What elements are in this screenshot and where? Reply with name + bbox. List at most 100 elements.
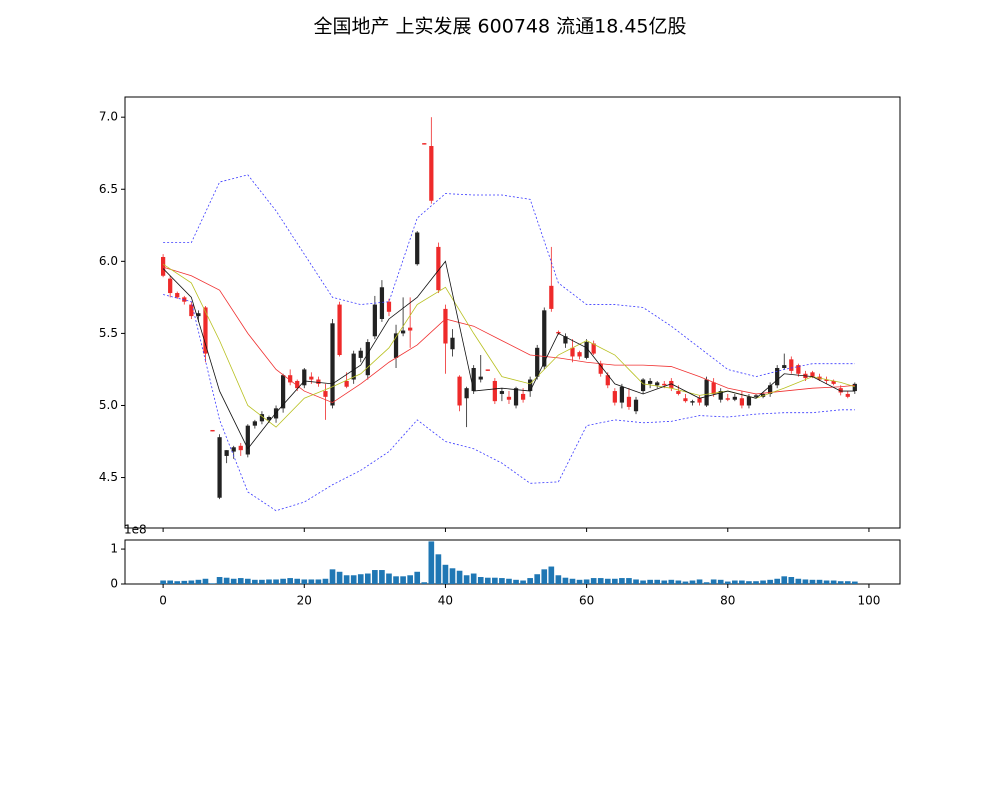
candle-body	[259, 414, 265, 422]
volume-bar	[753, 581, 759, 584]
candle-body	[210, 429, 215, 432]
volume-bar	[569, 578, 576, 584]
volume-bar	[647, 579, 653, 584]
candle-body	[231, 447, 236, 452]
volume-bar	[336, 571, 343, 584]
candle-body	[838, 388, 843, 393]
candle-body	[224, 450, 229, 456]
volume-bar	[463, 575, 470, 584]
candle-body	[372, 304, 377, 337]
volume-bar	[527, 578, 533, 584]
x-tick-label: 40	[438, 594, 453, 608]
candle-body	[824, 379, 829, 381]
candle-body	[429, 146, 434, 201]
volume-bar	[364, 573, 371, 584]
candle-body	[563, 336, 568, 344]
volume-bar	[167, 580, 173, 584]
volume-bar	[633, 579, 639, 584]
candle-body	[506, 396, 512, 400]
volume-offset-label: 1e8	[124, 523, 147, 537]
candle-body	[457, 376, 462, 406]
candle-body	[330, 323, 335, 406]
volume-bar	[393, 576, 399, 584]
candle-body	[280, 375, 286, 409]
candle-body	[252, 421, 257, 426]
volume-bar	[202, 578, 209, 584]
candle-body	[584, 342, 589, 358]
candle-body	[309, 376, 314, 380]
candle-body	[662, 383, 667, 386]
candle-body	[386, 301, 392, 312]
volume-bar	[717, 579, 724, 584]
candle-body	[648, 380, 653, 384]
candle-body	[443, 308, 448, 344]
volume-bar	[520, 580, 526, 584]
volume-bar	[470, 573, 477, 584]
y-tick-label: 4.5	[99, 470, 118, 484]
volume-bar	[823, 580, 830, 584]
candle-body	[189, 304, 194, 317]
candle-body	[718, 391, 723, 400]
volume-bar	[209, 583, 216, 584]
x-tick-label: 100	[857, 594, 880, 608]
volume-bar	[746, 581, 752, 584]
candle-body	[852, 383, 857, 392]
candle-body	[471, 367, 476, 392]
candle-body	[323, 391, 328, 397]
volume-bar	[774, 578, 781, 584]
volume-y-tick-label: 1	[110, 542, 118, 556]
volume-bar	[661, 580, 668, 584]
main-frame	[124, 96, 901, 529]
volume-bar	[230, 578, 237, 584]
volume-bar	[597, 578, 604, 584]
candle-body	[676, 391, 681, 394]
candle-body	[450, 337, 455, 350]
candle-body	[302, 369, 307, 386]
volume-bar	[640, 580, 646, 584]
candle-body	[549, 285, 554, 309]
candle-body	[746, 396, 752, 406]
candle-body	[768, 385, 773, 394]
candle-body	[831, 380, 836, 384]
volume-bar	[837, 581, 844, 584]
volume-bar	[223, 577, 230, 584]
candle-body	[217, 437, 222, 498]
volume-bar	[308, 579, 315, 584]
y-tick-label: 5.0	[99, 398, 118, 412]
candle-body	[669, 380, 674, 389]
volume-bar	[174, 581, 181, 584]
volume-bar	[350, 575, 357, 584]
volume-bar	[195, 579, 202, 584]
candle-body	[535, 347, 540, 377]
candle-body	[782, 365, 787, 368]
volume-bar	[449, 568, 456, 584]
volume-bar	[266, 579, 272, 584]
candle-body	[492, 380, 497, 402]
candle-body	[711, 382, 716, 394]
volume-bar	[830, 580, 837, 584]
candle-body	[605, 375, 610, 386]
candle-body	[436, 246, 441, 291]
candle-body	[238, 445, 243, 451]
volume-bar	[237, 578, 244, 584]
candle-body	[203, 307, 208, 354]
candle-body	[295, 380, 300, 389]
candle-body	[775, 367, 780, 386]
candle-body	[542, 310, 547, 367]
volume-bar	[583, 579, 590, 584]
volume-bar	[541, 569, 548, 584]
volume-bar	[534, 574, 541, 584]
volume-bar	[788, 577, 795, 584]
volume-bar	[329, 569, 336, 584]
volume-bar	[852, 581, 858, 584]
volume-bar	[604, 578, 611, 584]
volume-bar	[626, 578, 632, 584]
volume-bar	[555, 575, 562, 584]
candle-body	[655, 382, 660, 386]
candle-body	[845, 393, 850, 397]
volume-bar	[492, 577, 498, 584]
chart-title: 全国地产 上实发展 600748 流通18.45亿股	[313, 16, 686, 38]
volume-bar	[506, 578, 512, 584]
candle-body	[175, 293, 180, 298]
candle-body	[499, 391, 505, 394]
